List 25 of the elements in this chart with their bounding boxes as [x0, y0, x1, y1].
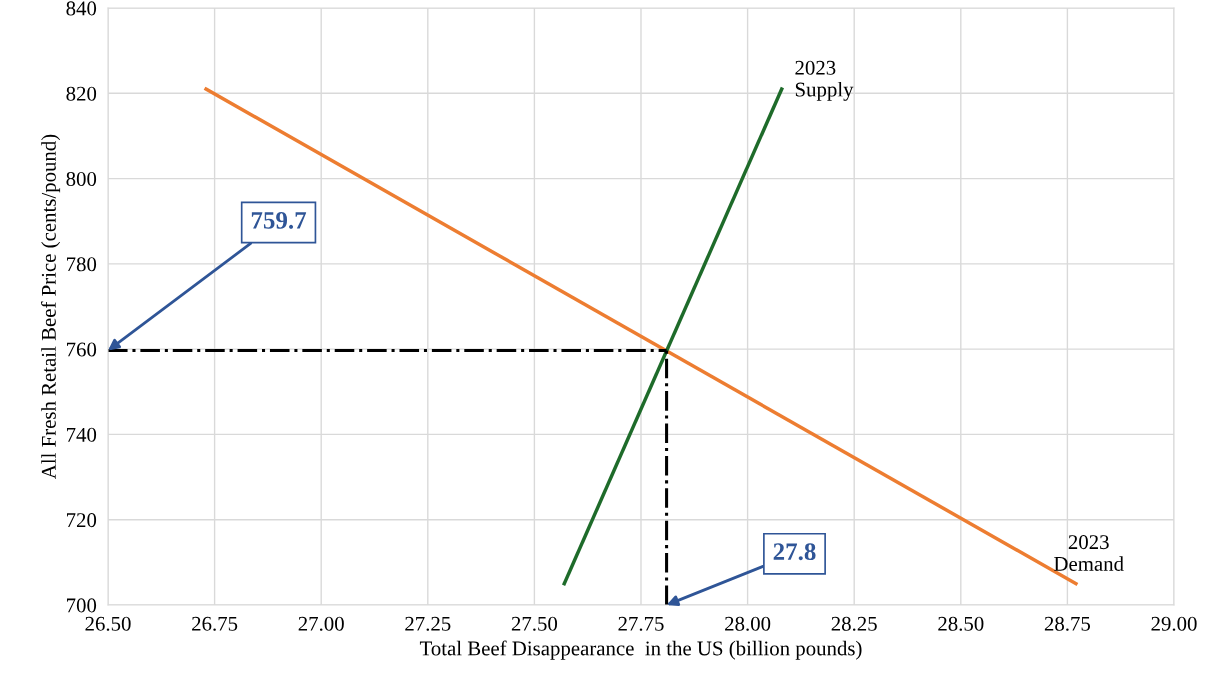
- x-tick-label: 27.25: [405, 616, 451, 631]
- series-label: 2023 Supply: [795, 60, 854, 101]
- x-tick-label: 28.75: [1044, 616, 1091, 631]
- x-tick-label: 26.75: [192, 616, 238, 631]
- y-tick-label: 820: [66, 86, 97, 101]
- y-tick-label: 740: [67, 427, 97, 442]
- x-tick-label: 26.50: [85, 616, 131, 631]
- x-tick-label: 28.00: [725, 616, 771, 631]
- y-tick-label: 760: [67, 342, 97, 357]
- y-tick-label: 780: [67, 257, 97, 272]
- x-tick-label: 27.00: [298, 616, 344, 631]
- x-tick-label: 27.75: [618, 616, 664, 631]
- annotation: 27.8: [773, 543, 816, 561]
- annotation: 759.7: [251, 211, 307, 229]
- y-tick-label: 800: [66, 171, 97, 186]
- y-axis-title: All Fresh Retail Beef Price (cents/pound): [40, 134, 61, 479]
- x-axis-title: Total Beef Disappearance in the US (billion pounds): [419, 640, 862, 660]
- y-tick-label: 840: [66, 1, 97, 16]
- x-tick-label: 28.25: [831, 616, 877, 631]
- x-tick-label: 29.00: [1151, 616, 1197, 631]
- x-tick-label: 28.50: [938, 616, 984, 631]
- series-label: 2023 Demand: [1054, 535, 1124, 571]
- x-tick-label: 27.50: [511, 616, 558, 631]
- y-tick-label: 720: [67, 513, 97, 528]
- y-tick-label: 700: [67, 598, 97, 613]
